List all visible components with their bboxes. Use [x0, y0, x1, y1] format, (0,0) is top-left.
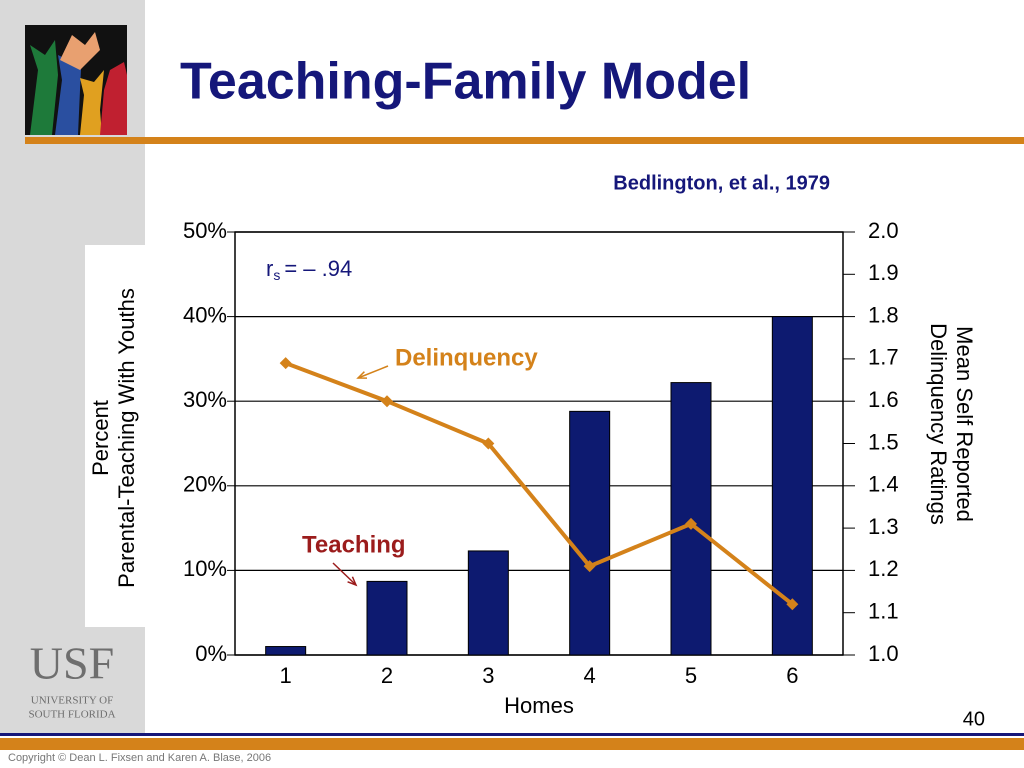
arrow-head	[356, 371, 368, 379]
y2-tick-label: 1.1	[868, 599, 899, 624]
bar	[366, 580, 408, 656]
y-tick-label: 20%	[183, 472, 227, 497]
y-tick-label: 50%	[183, 218, 227, 243]
hands-logo	[25, 25, 127, 135]
logo-line: UNIVERSITY OF	[31, 695, 113, 707]
marker	[786, 598, 799, 611]
series-label: Delinquency	[395, 344, 538, 371]
x-tick-label: 3	[482, 663, 494, 688]
marker	[685, 517, 697, 530]
chart-subtitle: Bedlington, et al., 1979	[613, 172, 830, 194]
hand	[100, 62, 127, 135]
y2-tick-label: 1.5	[868, 429, 899, 454]
x-tick-label: 5	[685, 663, 697, 688]
y2-axis-label: Mean Self Reported Delinquency Ratings	[926, 323, 977, 525]
x-axis-label: Homes	[504, 693, 574, 718]
x-tick-label: 4	[584, 663, 596, 688]
bar	[569, 410, 611, 656]
ylabel-box	[85, 245, 145, 627]
y2-tick-label: 1.2	[868, 556, 899, 581]
footer-band	[0, 738, 1024, 750]
y2-tick-label: 1.8	[868, 302, 899, 327]
usf-logo: USF UNIVERSITY OF SOUTH FLORIDA	[28, 638, 115, 721]
arrow-head	[347, 576, 358, 587]
y-tick-label: 10%	[183, 556, 227, 581]
footer-rule	[0, 733, 1024, 736]
annotation: rs = – .94	[266, 256, 352, 283]
annotation-part: = – .94	[284, 256, 352, 281]
x-tick-label: 2	[381, 663, 393, 688]
marker	[279, 357, 292, 370]
y2-tick-label: 1.3	[868, 514, 899, 539]
title-rule	[25, 137, 1024, 144]
y-axis-label: Percent Parental-Teaching With Youths	[88, 288, 139, 588]
line	[284, 361, 794, 606]
logo-mark: USF	[30, 638, 114, 689]
y2-tick-label: 1.7	[868, 345, 899, 370]
x-tick-label: 6	[786, 663, 798, 688]
y2-tick-label: 2.0	[868, 218, 899, 243]
y-tick-label: 0%	[195, 641, 227, 666]
bar	[265, 646, 307, 656]
y2-tick-label: 1.4	[868, 472, 899, 497]
x-tick-label: 1	[280, 663, 292, 688]
annotation-part: r	[266, 256, 273, 281]
hand	[30, 40, 58, 135]
y2-tick-label: 1.6	[868, 387, 899, 412]
logo-line: SOUTH FLORIDA	[28, 709, 115, 721]
bar	[467, 550, 509, 656]
y-tick-label: 30%	[183, 387, 227, 412]
y2-tick-label: 1.0	[868, 641, 899, 666]
series-label: Teaching	[302, 531, 406, 558]
copyright: Copyright © Dean L. Fixsen and Karen A. …	[8, 752, 271, 764]
y2-axis-label-line: Mean Self Reported	[952, 326, 977, 522]
y2-tick-label: 1.9	[868, 260, 899, 285]
y-axis-label-line: Parental-Teaching With Youths	[114, 288, 139, 588]
hand	[60, 32, 100, 70]
hand	[80, 70, 104, 135]
y-axis-label-line: Percent	[88, 400, 113, 476]
slide-title: Teaching-Family Model	[180, 53, 751, 111]
marker	[482, 437, 495, 450]
marker	[583, 560, 596, 573]
annotation-part: s	[273, 267, 280, 283]
y-tick-label: 40%	[183, 302, 227, 327]
marker	[381, 395, 393, 408]
page-number: 40	[963, 708, 985, 730]
hand	[55, 50, 82, 135]
y2-axis-label-line: Delinquency Ratings	[926, 323, 951, 525]
label-arrow	[332, 562, 357, 586]
label-arrow	[357, 365, 389, 379]
